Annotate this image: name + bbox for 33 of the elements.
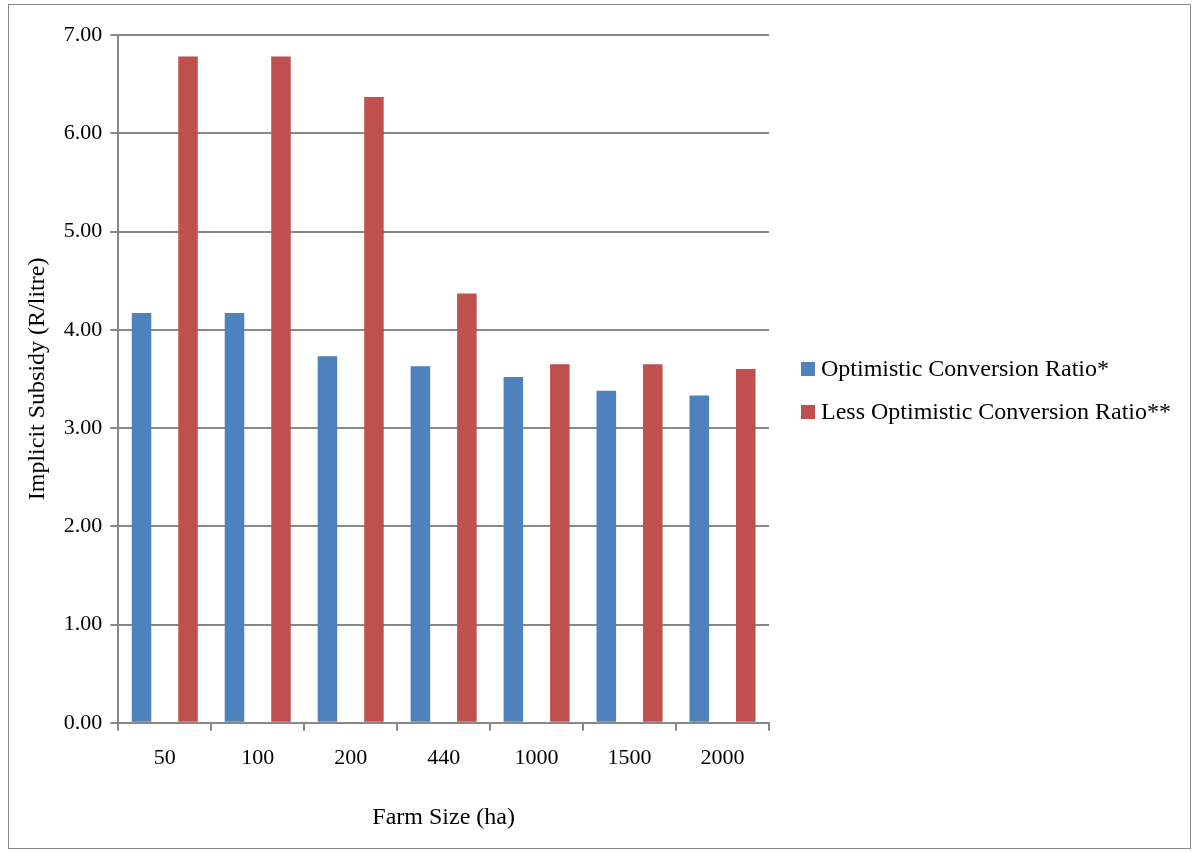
x-axis-title: Farm Size (ha)	[372, 802, 515, 829]
bar	[503, 376, 524, 722]
x-tick-label: 2000	[700, 743, 745, 769]
bar	[178, 56, 198, 722]
y-tick-label: 2.00	[63, 512, 103, 538]
bar	[224, 313, 245, 722]
x-tick-label: 50	[153, 743, 176, 769]
bar	[131, 313, 152, 722]
bar	[410, 366, 431, 722]
legend-label: Optimistic Conversion Ratio*	[821, 355, 1109, 382]
y-tick-label: 5.00	[63, 217, 103, 243]
y-tick-label: 1.00	[63, 610, 103, 636]
bar	[317, 356, 338, 722]
legend-label: Less Optimistic Conversion Ratio**	[821, 398, 1171, 425]
bar	[550, 364, 570, 722]
bar	[271, 56, 291, 722]
bar	[643, 364, 663, 722]
bar	[736, 369, 756, 722]
bar	[364, 96, 384, 722]
bar	[689, 395, 710, 722]
y-tick-label: 4.00	[63, 315, 103, 341]
x-tick-label: 1500	[607, 743, 652, 769]
y-tick-label: 7.00	[63, 20, 103, 46]
x-tick-label: 200	[334, 743, 368, 769]
y-tick-label: 6.00	[63, 119, 103, 145]
bar	[596, 390, 617, 722]
bar	[457, 293, 477, 722]
x-tick-label: 100	[241, 743, 275, 769]
y-tick-label: 0.00	[63, 708, 103, 734]
x-tick-label: 440	[427, 743, 461, 769]
x-tick-label: 1000	[514, 743, 559, 769]
y-tick-label: 3.00	[63, 413, 103, 439]
y-axis-title: Implicit Subsidy (R/litre)	[22, 257, 49, 501]
